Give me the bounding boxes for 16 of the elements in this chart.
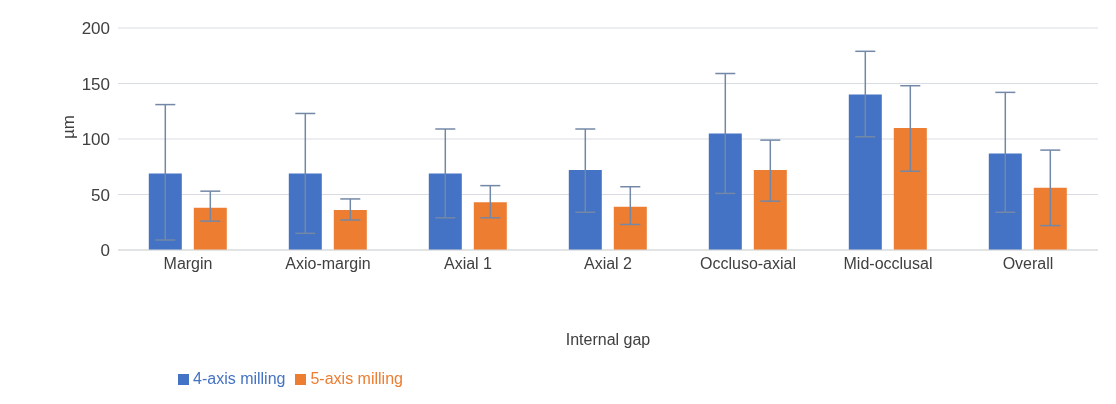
x-tick-label: Axio-margin xyxy=(285,255,371,273)
x-tick-label: Overall xyxy=(1002,255,1054,273)
y-tick-label: 100 xyxy=(81,130,110,150)
x-tick-label: Occluso-axial xyxy=(699,255,797,273)
x-axis-title: Internal gap xyxy=(565,331,651,348)
y-axis-title: µm xyxy=(59,115,79,139)
y-tick-label: 150 xyxy=(81,74,110,94)
x-tick-label: Mid-occlusal xyxy=(843,255,933,273)
x-tick-label: Margin xyxy=(163,255,213,273)
x-tick-label: Axial 2 xyxy=(583,255,633,273)
y-tick-label: 200 xyxy=(81,19,110,39)
legend-label: 5-axis milling xyxy=(310,370,403,387)
x-tick-label: Axial 1 xyxy=(443,255,493,273)
legend-label: 4-axis milling xyxy=(193,370,286,387)
y-tick-label: 50 xyxy=(91,185,110,205)
y-tick-label: 0 xyxy=(100,241,110,261)
